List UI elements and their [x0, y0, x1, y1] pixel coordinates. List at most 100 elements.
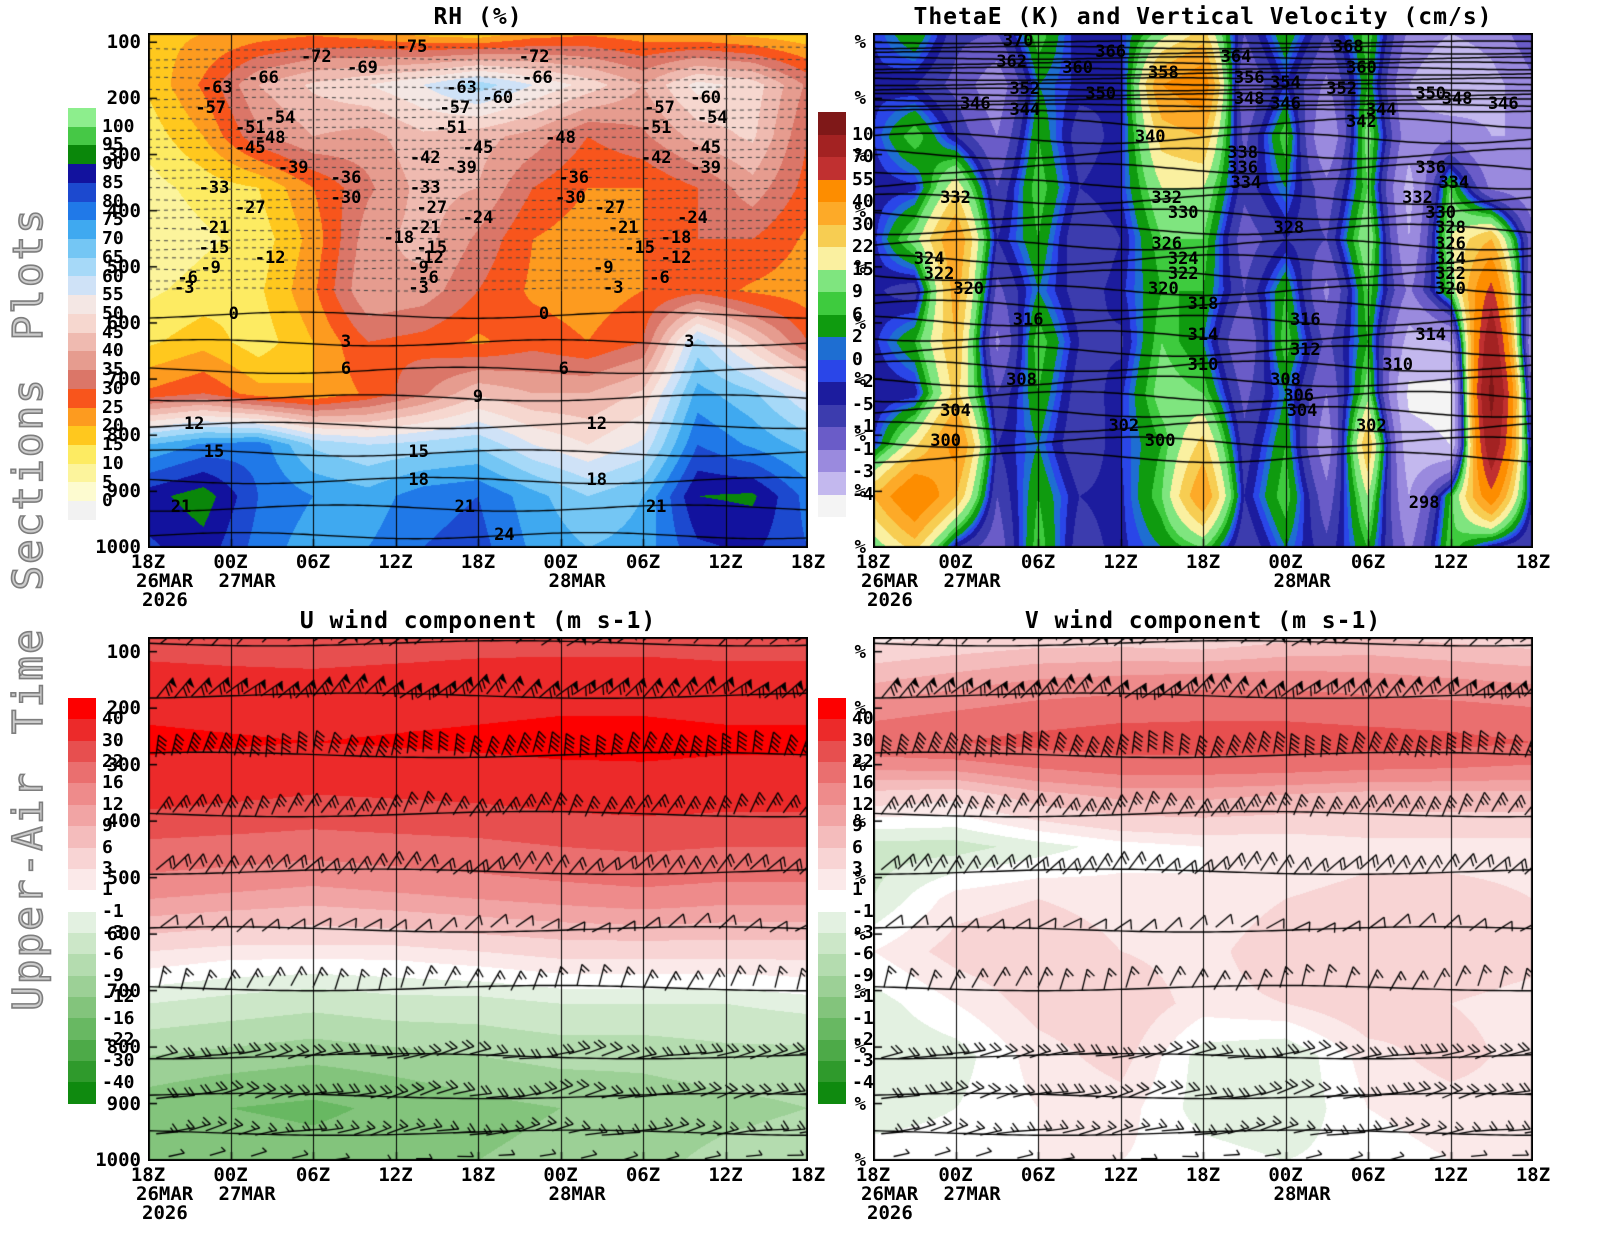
colorbar-segment: [818, 997, 846, 1019]
colorbar-label: 9: [852, 815, 863, 837]
y-tick-label: %: [854, 536, 866, 559]
x-tick-label: 06Z: [295, 1164, 331, 1186]
x-date-label: 28MAR: [548, 1183, 606, 1205]
x-tick-label: 18Z: [130, 1164, 166, 1186]
panel-title-rh: RH (%): [433, 4, 523, 30]
colorbar-segment: [68, 407, 96, 427]
x-tick-label: 06Z: [625, 551, 661, 573]
x-tick-label: 12Z: [708, 551, 743, 573]
figure-sidebar-title: Upper-Air Time Sections Plots: [3, 206, 53, 1011]
colorbar-label: 6: [852, 836, 863, 858]
colorbar-label: 22: [102, 751, 124, 773]
y-tick-label: 600: [106, 923, 141, 946]
colorbar-label: -6: [102, 943, 124, 965]
y-tick-label: %: [854, 753, 866, 776]
y-tick-label: 500: [106, 255, 141, 278]
v-wind-x-axis-labels: 18Z 00Z 06Z 12Z 18Z 00Z 06Z 12Z 18Z 26MAR 2026 27MA…: [856, 1161, 1550, 1231]
y-tick-label: 400: [106, 810, 141, 833]
colorbar-label: 85: [102, 171, 124, 193]
colorbar-label: 95: [102, 134, 124, 156]
colorbar-label: -12: [102, 986, 135, 1008]
y-tick-label: 1000: [95, 1149, 141, 1172]
y-tick-label: 800: [106, 1036, 141, 1059]
x-tick-label: 18Z: [855, 1164, 891, 1186]
x-tick-label: 06Z: [1020, 1164, 1056, 1186]
x-date-label: 2026: [867, 1202, 913, 1224]
v-wind-plot-canvas: [873, 637, 1533, 1161]
colorbar-label: 16: [852, 772, 874, 794]
rh-colorbar-labels: 100 95 90 85 80 75 70 65 60 55 50 45 40 35 30 25 20 15 10 5…: [102, 108, 148, 520]
y-tick-label: %: [854, 810, 866, 833]
x-date-label: 27MAR: [218, 570, 276, 592]
colorbar-segment: [68, 239, 96, 258]
colorbar-segment: [68, 890, 96, 912]
colorbar-segment: [68, 482, 96, 502]
colorbar-label: 1: [852, 879, 863, 901]
colorbar-segment: [68, 220, 96, 240]
colorbar-segment: [68, 370, 96, 389]
colorbar-label: 80: [102, 190, 124, 212]
u-wind-colorbar-labels: 40 30 22 16 12 9 6 3 1 -1 -3 -6 -9 -12 -16 -22 -30 -40: [102, 698, 148, 1104]
colorbar-label: 15: [852, 258, 874, 280]
colorbar-segment: [68, 1039, 96, 1062]
colorbar-label: 100: [102, 115, 135, 137]
colorbar-segment: [68, 388, 96, 408]
y-tick-label: 100: [106, 31, 141, 54]
y-tick-label: %: [854, 1092, 866, 1115]
colorbar-label: 15: [102, 434, 124, 456]
colorbar-segment: [68, 1061, 96, 1083]
colorbar-label: -9: [102, 964, 124, 986]
colorbar-segment: [68, 201, 96, 221]
colorbar-segment: [68, 313, 96, 333]
colorbar-label: -22: [102, 1028, 135, 1050]
colorbar-segment: [818, 359, 846, 382]
colorbar-label: -3: [852, 922, 874, 944]
colorbar-segment: [68, 911, 96, 933]
colorbar-label: -9: [852, 964, 874, 986]
colorbar-segment: [818, 804, 846, 827]
colorbar-segment: [68, 276, 96, 296]
colorbar-segment: [68, 762, 96, 784]
y-tick-label: %: [854, 199, 866, 222]
u-wind-colorbar: [68, 698, 96, 1104]
y-tick-label: 200: [106, 87, 141, 110]
x-tick-label: 12Z: [378, 1164, 413, 1186]
colorbar-label: 0: [102, 490, 113, 512]
colorbar-segment: [68, 351, 96, 371]
x-tick-label: 00Z: [543, 551, 578, 573]
colorbar-segment: [818, 494, 846, 517]
y-tick-label: %: [854, 424, 866, 447]
y-tick-label: 300: [106, 143, 141, 166]
x-date-label: 28MAR: [1273, 1183, 1331, 1205]
x-date-label: 27MAR: [218, 1183, 276, 1205]
colorbar-label: 22: [852, 751, 874, 773]
colorbar-label: 40: [102, 708, 124, 730]
colorbar-label: 30: [102, 377, 124, 399]
x-date-label: 27MAR: [943, 1183, 1001, 1205]
colorbar-label: -30: [102, 1050, 135, 1072]
x-tick-label: 12Z: [708, 1164, 743, 1186]
colorbar-segment: [68, 257, 96, 277]
colorbar-label: 70: [852, 146, 874, 167]
x-tick-label: 18Z: [460, 1164, 496, 1186]
x-tick-label: 06Z: [1020, 551, 1056, 573]
colorbar-label: 40: [852, 191, 874, 212]
colorbar-segment: [68, 145, 96, 165]
colorbar-label: 70: [102, 228, 124, 250]
colorbar-segment: [818, 134, 846, 157]
colorbar-label: 30: [852, 213, 874, 235]
colorbar-segment: [818, 826, 846, 848]
rh-panel: RH (%) 100 200 300 400 500 600 700 800 900 1000 1…: [95, 4, 825, 611]
colorbar-segment: [68, 501, 96, 520]
colorbar-label: 25: [102, 396, 124, 418]
colorbar-segment: [818, 1039, 846, 1062]
colorbar-label: -3: [102, 922, 124, 944]
y-tick-label: %: [854, 87, 866, 110]
colorbar-label: 9: [102, 815, 113, 837]
x-tick-label: 06Z: [1350, 1164, 1386, 1186]
colorbar-segment: [68, 804, 96, 827]
colorbar-segment: [68, 108, 96, 127]
colorbar-segment: [68, 295, 96, 314]
y-tick-label: %: [854, 368, 866, 391]
colorbar-segment: [818, 1018, 846, 1040]
